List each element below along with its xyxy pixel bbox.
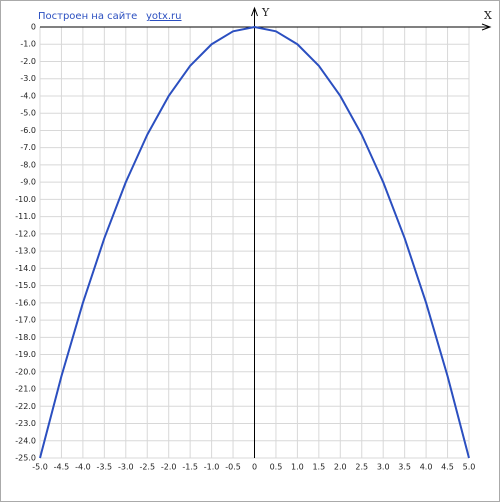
y-tick-label: -5.0 (20, 109, 36, 118)
x-tick-label: 3.5 (398, 463, 411, 472)
y-tick-label: -12.0 (15, 229, 36, 238)
y-tick-label: -21.0 (15, 385, 36, 394)
y-tick-label: -23.0 (15, 419, 36, 428)
x-tick-label: -5.0 (32, 463, 48, 472)
x-axis-label: X (484, 9, 492, 22)
x-tick-label: -1.5 (182, 463, 198, 472)
x-tick-label: -4.0 (75, 463, 91, 472)
x-tick-label: 3.0 (377, 463, 390, 472)
x-tick-label: -2.0 (161, 463, 177, 472)
x-tick-label: 1.0 (291, 463, 304, 472)
y-tick-label: -6.0 (20, 126, 36, 135)
y-axis-label: Y (261, 6, 270, 19)
y-tick-label: -18.0 (15, 333, 36, 342)
y-tick-label: -24.0 (15, 436, 36, 445)
x-tick-label: 0.5 (270, 463, 283, 472)
y-tick-label: -15.0 (15, 281, 36, 290)
x-arrow (481, 23, 492, 31)
y-tick-label: -17.0 (15, 316, 36, 325)
x-tick-label: -0.5 (225, 463, 241, 472)
y-tick-label: -10.0 (15, 195, 36, 204)
y-tick-label: -1.0 (20, 40, 36, 49)
x-tick-label: -3.5 (97, 463, 113, 472)
y-tick-label: -4.0 (20, 91, 36, 100)
y-tick-label: -9.0 (20, 178, 36, 187)
y-tick-label: -22.0 (15, 402, 36, 411)
x-tick-label: 0 (252, 463, 257, 472)
site-link[interactable]: yotx.ru (146, 11, 182, 22)
y-tick-label: -8.0 (20, 160, 36, 169)
x-tick-label: -1.0 (204, 463, 220, 472)
site-note: Построен на сайте (38, 11, 137, 22)
y-tick-label: -3.0 (20, 74, 36, 83)
y-tick-label: -16.0 (15, 298, 36, 307)
x-tick-label: 1.5 (312, 463, 325, 472)
x-tick-label: 4.0 (420, 463, 433, 472)
x-tick-label: 2.5 (355, 463, 368, 472)
curve (39, 26, 470, 459)
y-tick-label: 0 (31, 23, 36, 32)
y-tick-label: -25.0 (15, 454, 36, 463)
x-tick-label: 4.5 (441, 463, 454, 472)
y-tick-label: -7.0 (20, 143, 36, 152)
x-tick-label: -3.0 (118, 463, 134, 472)
y-tick-label: -14.0 (15, 264, 36, 273)
y-tick-label: -2.0 (20, 57, 36, 66)
x-tick-label: -4.5 (54, 463, 70, 472)
y-arrow (251, 6, 258, 17)
x-tick-label: 2.0 (334, 463, 347, 472)
x-tick-label: 5.0 (463, 463, 476, 472)
y-tick-label: -11.0 (15, 212, 36, 221)
y-tick-label: -19.0 (15, 350, 36, 359)
y-tick-label: -13.0 (15, 247, 36, 256)
x-tick-label: -2.5 (139, 463, 155, 472)
y-tick-label: -20.0 (15, 367, 36, 376)
